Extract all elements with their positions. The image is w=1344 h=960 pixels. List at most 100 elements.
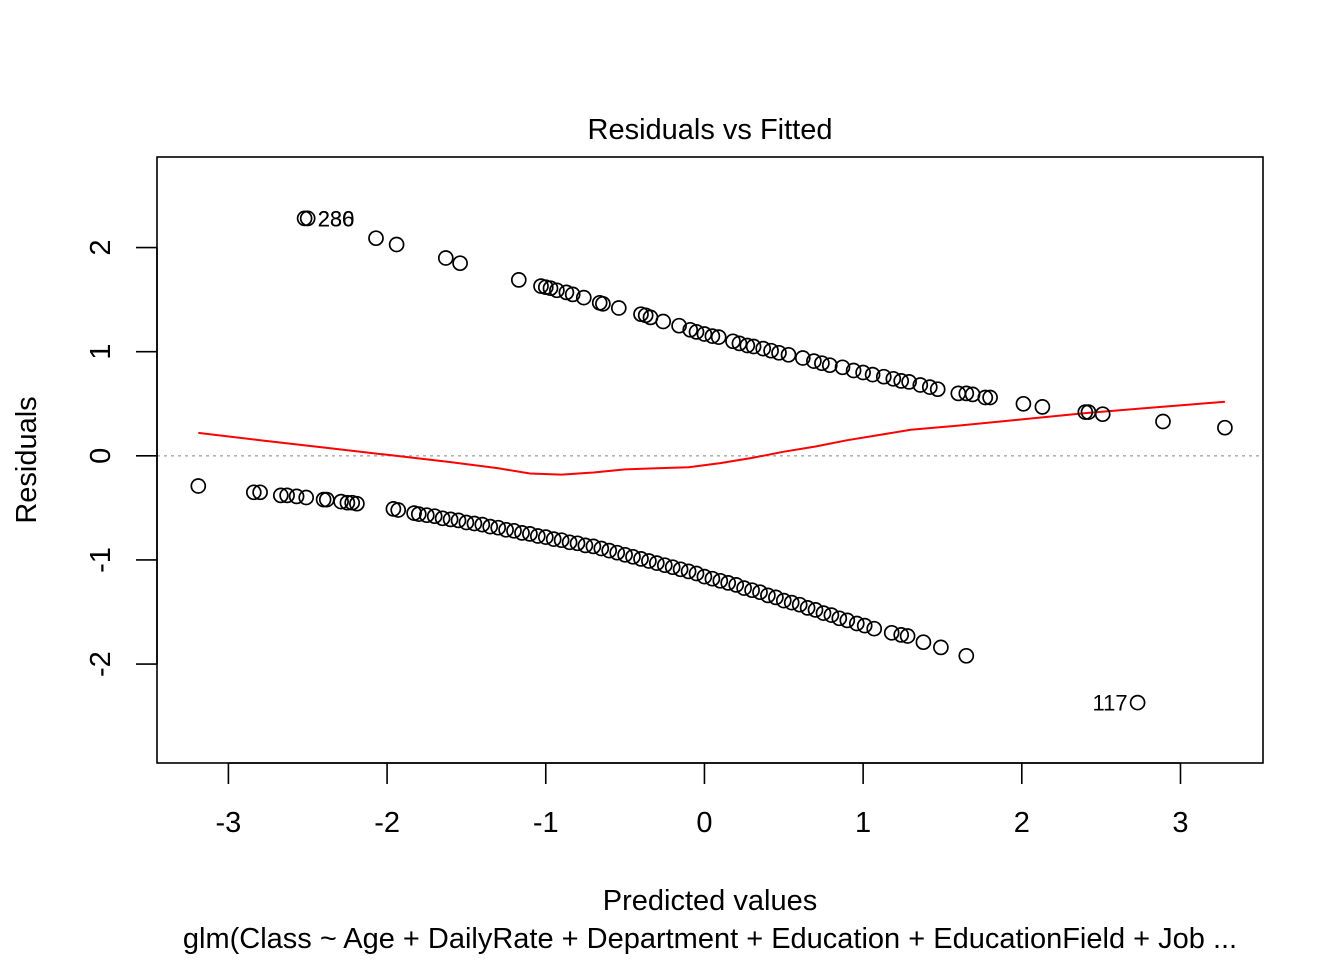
data-point <box>617 546 633 563</box>
data-point <box>561 534 578 551</box>
data-point <box>510 272 527 288</box>
data-point <box>958 385 975 402</box>
x-axis: -3 -2 -1 0 1 2 3 <box>216 762 1189 839</box>
y-axis-label: Residuals <box>11 396 43 523</box>
data-point <box>977 389 994 406</box>
data-point <box>893 373 910 389</box>
data-point <box>656 557 673 574</box>
data-point <box>1217 419 1233 436</box>
data-point <box>752 584 768 601</box>
data-point <box>771 344 787 361</box>
data-point <box>482 518 499 535</box>
data-point <box>537 529 554 545</box>
data-point <box>921 379 938 395</box>
data-point <box>368 230 384 247</box>
data-point <box>333 493 349 510</box>
x-tick-label: 0 <box>696 807 712 839</box>
data-point <box>458 514 475 531</box>
data-point <box>958 647 975 664</box>
y-tick-label: 0 <box>85 448 117 464</box>
data-point <box>553 532 570 549</box>
data-point <box>839 612 856 629</box>
data-point <box>410 506 427 522</box>
data-point <box>585 538 602 555</box>
data-point <box>688 565 705 582</box>
data-point <box>549 282 565 299</box>
data-point <box>704 328 721 344</box>
data-point <box>728 577 745 593</box>
data-point <box>418 507 435 524</box>
data-point <box>655 313 672 330</box>
y-tick-label: -1 <box>85 547 117 573</box>
data-point <box>672 561 689 578</box>
data-point <box>712 572 729 589</box>
data-point <box>506 522 522 539</box>
data-point <box>450 512 467 529</box>
data-point <box>1129 694 1146 711</box>
data-point <box>474 516 491 533</box>
data-point <box>315 491 332 508</box>
data-point <box>299 210 316 227</box>
data-point <box>768 589 784 606</box>
x-tick-label: -1 <box>533 807 559 839</box>
data-point <box>680 563 697 580</box>
y-tick-label: 2 <box>85 240 117 256</box>
data-point <box>442 511 459 528</box>
data-point <box>736 580 752 596</box>
data-point <box>815 605 832 621</box>
data-point <box>426 508 443 525</box>
data-point <box>807 602 824 618</box>
data-point <box>190 478 207 494</box>
data-point <box>866 620 883 637</box>
data-point <box>1094 406 1111 423</box>
data-point <box>577 537 594 554</box>
data-point <box>575 289 592 306</box>
data-point <box>794 350 811 366</box>
data-point <box>609 544 626 561</box>
data-point <box>885 370 902 387</box>
data-point <box>529 528 546 544</box>
data-point <box>1034 399 1051 415</box>
point-label: 236 <box>318 206 355 231</box>
data-point <box>775 592 792 609</box>
data-point <box>760 587 776 604</box>
y-tick-label: 1 <box>85 344 117 360</box>
data-point <box>595 295 611 312</box>
data-point <box>593 540 610 557</box>
data-point <box>799 600 816 616</box>
data-point <box>1155 413 1171 430</box>
data-point <box>390 502 407 518</box>
data-point <box>899 628 916 644</box>
x-tick-label: -2 <box>374 807 400 839</box>
data-point <box>783 594 800 611</box>
data-point <box>755 340 772 357</box>
data-point <box>514 525 530 541</box>
data-point <box>671 317 687 334</box>
data-point <box>318 491 335 508</box>
data-point <box>744 582 760 599</box>
data-point <box>696 568 713 585</box>
data-point <box>912 377 929 393</box>
data-point <box>610 300 627 316</box>
data-point <box>883 624 900 641</box>
data-point <box>831 610 848 627</box>
data-point <box>434 510 451 527</box>
data-point <box>498 521 514 538</box>
data-point <box>279 487 295 504</box>
x-tick-label: -3 <box>216 807 242 839</box>
data-point <box>272 487 289 504</box>
data-point <box>696 326 713 342</box>
data-point <box>490 519 507 536</box>
data-point <box>688 324 705 340</box>
x-tick-label: 1 <box>855 807 871 839</box>
data-point <box>704 570 721 587</box>
data-point <box>558 284 575 301</box>
data-point <box>791 596 808 613</box>
data-point <box>763 342 779 359</box>
data-point <box>648 555 665 571</box>
data-point <box>929 381 946 398</box>
data-point <box>245 484 262 501</box>
